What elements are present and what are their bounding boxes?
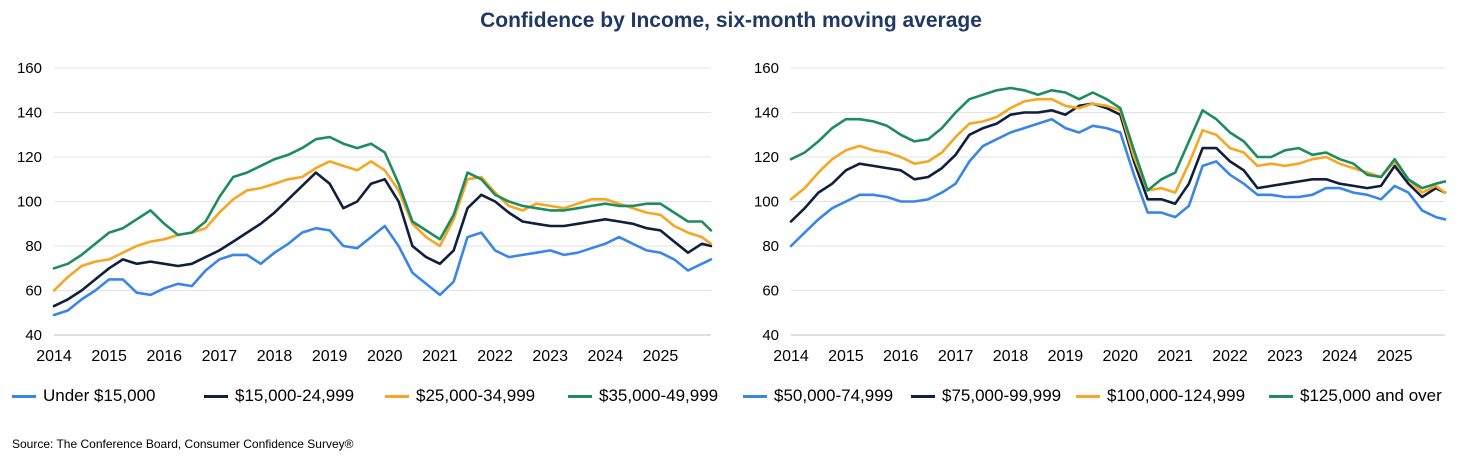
y-tick-label: 160 xyxy=(17,60,42,77)
x-tick-label: 2025 xyxy=(1377,348,1413,365)
legend-label: $50,000-74,999 xyxy=(774,386,894,405)
legend-swatch xyxy=(1076,394,1100,398)
x-tick-label: 2024 xyxy=(588,348,624,365)
x-tick-label: 2023 xyxy=(532,348,568,365)
legend-swatch xyxy=(1269,394,1293,398)
y-tick-label: 100 xyxy=(17,194,42,211)
x-tick-label: 2021 xyxy=(1157,348,1193,365)
series-line-1 xyxy=(52,224,713,317)
x-tick-label: 2020 xyxy=(1102,348,1138,365)
x-tick-label: 2019 xyxy=(1048,348,1084,365)
chart-title: Confidence by Income, six-month moving a… xyxy=(480,9,982,32)
x-tick-label: 2017 xyxy=(938,348,974,365)
legend-item: $15,000-24,999 xyxy=(204,386,354,406)
right-legend: $50,000-74,999 $75,000-99,999 $100,000-124… xyxy=(731,386,1462,410)
x-tick-label: 2025 xyxy=(643,348,679,365)
legend-label: Under $15,000 xyxy=(43,386,156,405)
legend-item: $35,000-49,999 xyxy=(568,386,718,406)
series-line-4 xyxy=(789,86,1447,192)
y-tick-label: 100 xyxy=(754,194,779,211)
y-tick-label: 160 xyxy=(754,60,779,77)
right-line-chart: 40 60 80 100 120 140 160 2014 2015 2016 2017 2018 20… xyxy=(754,60,1447,365)
x-tick-label: 2019 xyxy=(312,348,348,365)
legend-swatch xyxy=(12,394,36,398)
y-tick-label: 140 xyxy=(754,105,779,122)
legend-item: $50,000-74,999 xyxy=(743,386,893,406)
x-tick-label: 2018 xyxy=(257,348,293,365)
legend-swatch xyxy=(568,394,592,398)
x-tick-label: 2024 xyxy=(1322,348,1358,365)
legend-swatch xyxy=(911,394,935,398)
x-tick-label: 2015 xyxy=(91,348,127,365)
x-tick-label: 2015 xyxy=(828,348,864,365)
legend-swatch xyxy=(204,394,228,398)
x-tick-label: 2021 xyxy=(422,348,458,365)
legend-item: $25,000-34,999 xyxy=(385,386,535,406)
y-tick-label: 40 xyxy=(762,327,779,344)
x-tick-label: 2022 xyxy=(477,348,513,365)
legend-label: $25,000-34,999 xyxy=(416,386,536,405)
legend-item: $125,000 and over xyxy=(1269,386,1442,406)
y-tick-label: 80 xyxy=(25,238,42,255)
legend-item: Under $15,000 xyxy=(12,386,155,406)
legend-label: $100,000-124,999 xyxy=(1107,386,1246,405)
y-tick-label: 120 xyxy=(17,149,42,166)
x-tick-label: 2014 xyxy=(773,348,809,365)
legend-label: $125,000 and over xyxy=(1300,386,1442,405)
x-tick-label: 2016 xyxy=(883,348,919,365)
y-tick-label: 140 xyxy=(17,105,42,122)
x-tick-label: 2018 xyxy=(993,348,1029,365)
x-tick-label: 2023 xyxy=(1267,348,1303,365)
legend-swatch xyxy=(385,394,409,398)
x-tick-label: 2016 xyxy=(146,348,182,365)
x-tick-label: 2020 xyxy=(367,348,403,365)
legend-label: $35,000-49,999 xyxy=(599,386,719,405)
legend-swatch xyxy=(743,394,767,398)
left-line-chart: 40 60 80 100 120 140 160 2014 2015 2016 2017 2018 20… xyxy=(17,60,713,365)
legend-item: $100,000-124,999 xyxy=(1076,386,1245,406)
x-tick-label: 2017 xyxy=(202,348,238,365)
legend-item: $75,000-99,999 xyxy=(911,386,1061,406)
x-tick-label: 2014 xyxy=(36,348,72,365)
y-tick-label: 40 xyxy=(25,327,42,344)
series-line-1 xyxy=(789,117,1447,248)
y-tick-label: 60 xyxy=(25,283,42,300)
left-legend: Under $15,000 $15,000-24,999 $25,000-34,99… xyxy=(0,386,731,410)
legend-label: $15,000-24,999 xyxy=(235,386,355,405)
series-line-3 xyxy=(52,160,713,292)
y-tick-label: 60 xyxy=(762,283,779,300)
series-line-2 xyxy=(52,171,713,308)
y-tick-label: 80 xyxy=(762,238,779,255)
series-line-4 xyxy=(52,135,713,270)
legend-label: $75,000-99,999 xyxy=(942,386,1062,405)
source-note: Source: The Conference Board, Consumer C… xyxy=(12,437,354,451)
x-tick-label: 2022 xyxy=(1212,348,1248,365)
y-tick-label: 120 xyxy=(754,149,779,166)
